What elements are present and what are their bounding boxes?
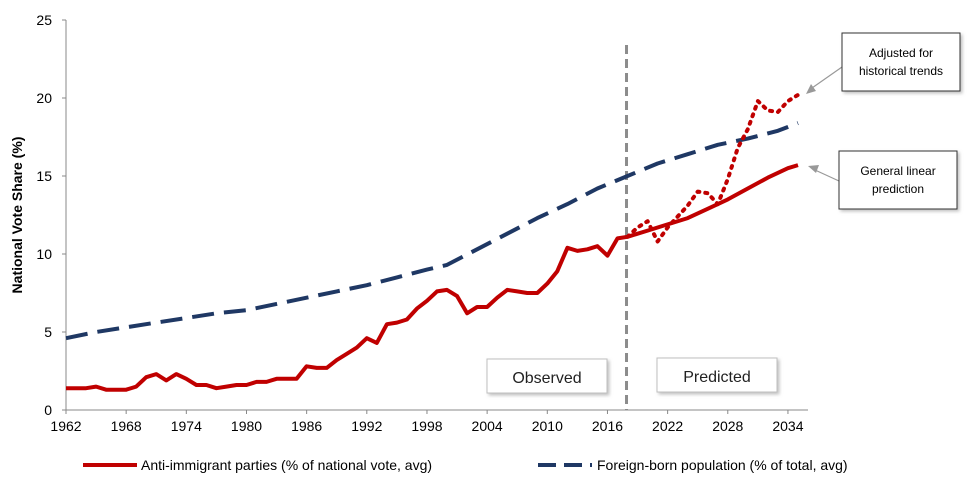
- annotation-adjusted: Adjusted for historical trends: [806, 32, 961, 94]
- x-tick-label: 2034: [772, 418, 803, 434]
- axes: [62, 19, 808, 414]
- legend: Anti-immigrant parties (% of national vo…: [83, 457, 848, 473]
- x-tick-label: 2022: [652, 418, 683, 434]
- x-tick-label: 1974: [171, 418, 202, 434]
- annotation-adjusted-leader: [811, 66, 843, 89]
- annotation-linear-arrowhead: [808, 165, 819, 173]
- legend-item-anti-immigrant: Anti-immigrant parties (% of national vo…: [83, 457, 432, 473]
- series-line-foreign-born-population-of-total-avg: [65, 121, 799, 341]
- observed-text: Observed: [512, 370, 581, 387]
- y-tick-labels: 0 5 10 15 20 25: [36, 12, 52, 418]
- annotation-linear-leader: [814, 169, 840, 182]
- legend-item-foreign-born: Foreign-born population (% of total, avg…: [538, 457, 848, 473]
- y-tick-label: 5: [44, 324, 52, 340]
- annotation-linear-line1: General linear: [860, 164, 935, 178]
- y-tick-label: 10: [36, 246, 52, 262]
- y-tick-label: 15: [36, 168, 52, 184]
- observed-label: Observed: [486, 358, 608, 394]
- predicted-text: Predicted: [683, 369, 751, 386]
- x-tick-label: 1986: [291, 418, 322, 434]
- legend-label-foreign-born: Foreign-born population (% of total, avg…: [597, 457, 848, 473]
- y-axis-title: National Vote Share (%): [9, 137, 25, 294]
- series-line-adjusted-for-historical-trends: [625, 92, 800, 244]
- x-tick-label: 2028: [712, 418, 743, 434]
- x-tick-label: 1968: [111, 418, 142, 434]
- x-tick-label: 1980: [231, 418, 262, 434]
- annotation-linear: General linear prediction: [808, 150, 958, 210]
- y-tick-label: 20: [36, 90, 52, 106]
- x-tick-label: 2010: [532, 418, 563, 434]
- x-tick-label: 2016: [592, 418, 623, 434]
- y-tick-label: 25: [36, 12, 52, 28]
- annotation-adjusted-line2: historical trends: [859, 64, 943, 78]
- x-tick-label: 1992: [351, 418, 382, 434]
- annotation-adjusted-line1: Adjusted for: [869, 46, 933, 60]
- annotation-adjusted-arrowhead: [806, 84, 816, 94]
- legend-label-anti-immigrant: Anti-immigrant parties (% of national vo…: [141, 457, 432, 473]
- series-line-general-linear-prediction: [626, 163, 799, 239]
- series: [65, 92, 800, 392]
- x-tick-labels: 1962 1968 1974 1980 1986 1992 1998 2004 2010 2016…: [50, 418, 803, 434]
- y-tick-label: 0: [44, 402, 52, 418]
- annotation-linear-line2: prediction: [872, 182, 924, 196]
- x-tick-label: 1998: [411, 418, 442, 434]
- predicted-label: Predicted: [656, 357, 778, 393]
- series-line-anti-immigrant-parties-of-national-vote-avg: [66, 234, 628, 392]
- x-tick-label: 1962: [50, 418, 81, 434]
- x-tick-label: 2004: [472, 418, 503, 434]
